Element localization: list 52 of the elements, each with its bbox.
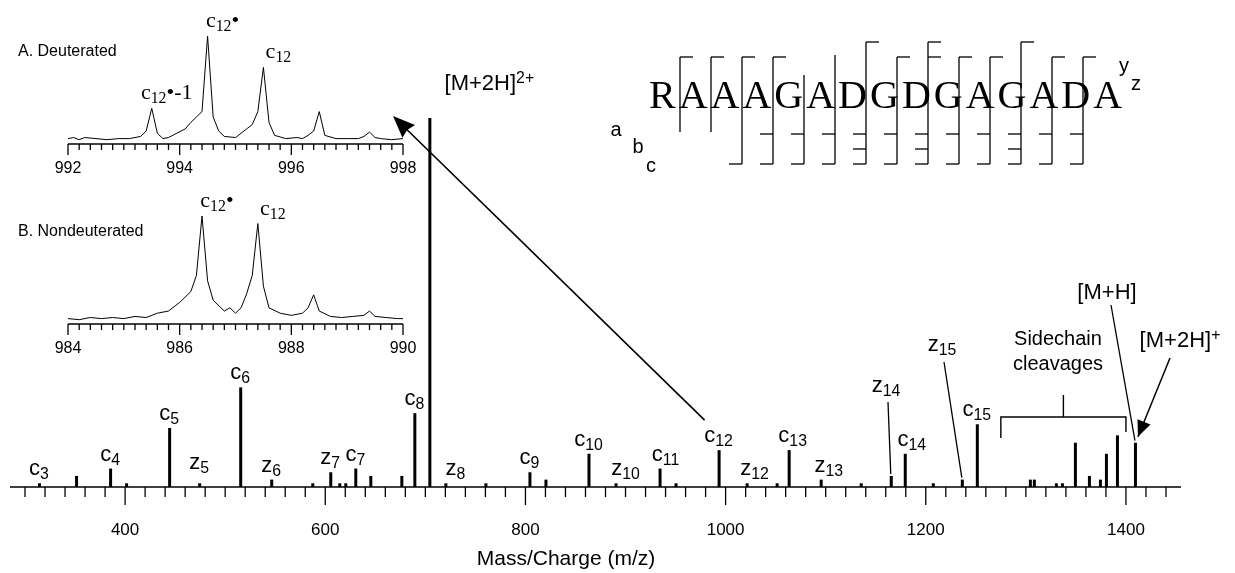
annotation: c$_{12}$•-1 bbox=[140, 79, 193, 107]
annotation: c$_{11}$ bbox=[651, 440, 680, 469]
x-tick-label: 1200 bbox=[906, 520, 945, 539]
annotation: c$_{12}$ bbox=[704, 422, 733, 450]
annotation: z$_{13}$ bbox=[814, 451, 844, 480]
annotation: z$_{5}$ bbox=[189, 449, 210, 477]
annotation: z$_{8}$ bbox=[445, 455, 466, 483]
annotation: c$_{7}$ bbox=[345, 440, 366, 469]
x-tick-label: 984 bbox=[54, 339, 82, 356]
chart-title: B. Nondeuterated bbox=[18, 222, 144, 239]
annotation: c$_{3}$ bbox=[29, 455, 50, 483]
x-tick-label: 1000 bbox=[706, 520, 745, 539]
annotation: z$_{7}$ bbox=[320, 444, 341, 472]
x-tick-label: 1400 bbox=[1107, 520, 1145, 539]
annotation: c$_{15}$ bbox=[962, 396, 992, 424]
annotation: [M+2H]$^{2+}$ bbox=[444, 68, 535, 95]
annotation: c$_{9}$ bbox=[519, 444, 540, 472]
x-tick-label: 986 bbox=[166, 339, 194, 356]
x-tick-label: 990 bbox=[389, 339, 417, 356]
annotation: [M+H] bbox=[1077, 279, 1137, 304]
x-tick-label: 996 bbox=[277, 159, 305, 176]
x-tick-label: 988 bbox=[277, 339, 305, 356]
x-tick-label: 994 bbox=[166, 159, 194, 176]
annotation: c$_{14}$ bbox=[897, 425, 927, 454]
annotation: z$_{10}$ bbox=[611, 455, 641, 483]
annotation: c$_{12}$ bbox=[265, 38, 292, 66]
annotation: c$_{5}$ bbox=[159, 399, 180, 428]
annotation: c$_{13}$ bbox=[778, 422, 808, 450]
x-tick-label: 400 bbox=[110, 520, 140, 539]
x-axis-title: Mass/Charge (m/z) bbox=[476, 546, 656, 569]
x-tick-label: 800 bbox=[511, 520, 540, 539]
annotation: c$_{10}$ bbox=[574, 425, 603, 454]
annotation: z$_{15}$ bbox=[927, 331, 957, 359]
annotation: b bbox=[632, 135, 644, 157]
annotation: [M+2H]$^{+}$ bbox=[1139, 325, 1221, 352]
chart-title: A. Deuterated bbox=[18, 42, 117, 59]
x-tick-label: 600 bbox=[311, 520, 340, 539]
annotation: z$_{14}$ bbox=[871, 372, 901, 400]
annotation: z$_{12}$ bbox=[740, 455, 769, 483]
annotation: a bbox=[610, 118, 623, 140]
annotation: c$_{12}$ bbox=[260, 194, 286, 223]
annotation: Sidechain cleavages bbox=[1012, 327, 1104, 374]
annotation: c$_{12}$• bbox=[205, 7, 240, 35]
annotation: c bbox=[646, 154, 656, 176]
x-tick-label: 992 bbox=[54, 159, 82, 176]
annotation: c$_{6}$ bbox=[230, 359, 251, 387]
annotation: c$_{8}$ bbox=[404, 385, 425, 413]
annotation: z$_{6}$ bbox=[261, 451, 282, 480]
text: z bbox=[1131, 72, 1141, 94]
x-tick-label: 998 bbox=[389, 159, 417, 176]
annotation: c$_{12}$• bbox=[200, 187, 234, 215]
annotation: c$_{4}$ bbox=[100, 440, 121, 469]
